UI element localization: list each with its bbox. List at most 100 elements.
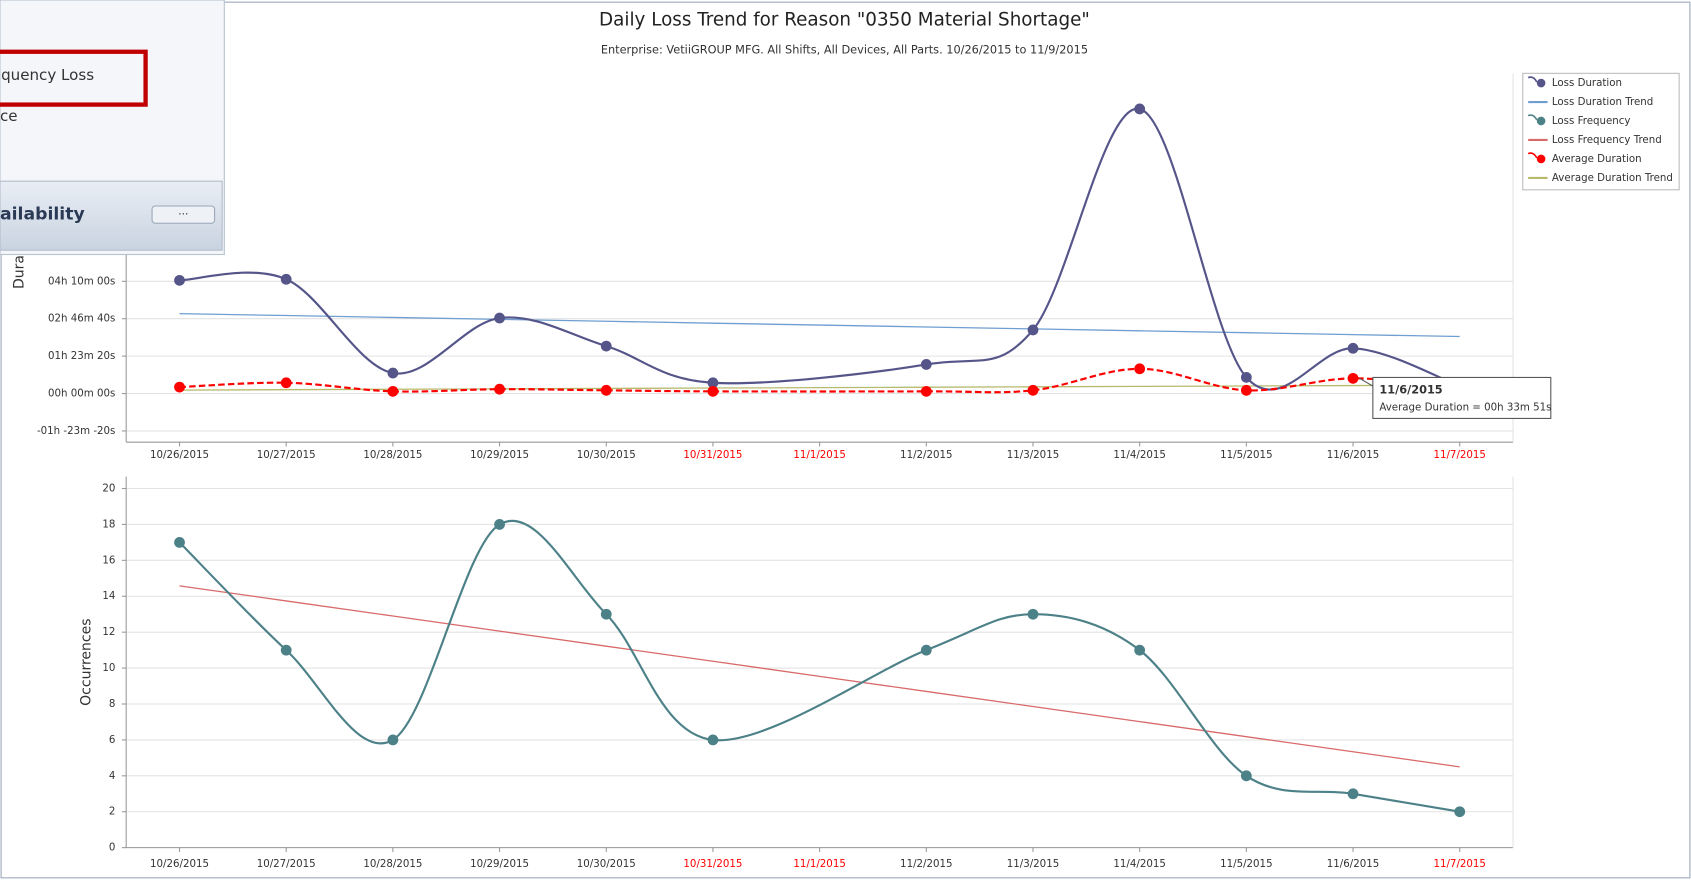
x-tick-label: 11/1/2015: [793, 449, 845, 461]
x-tick-label: 10/27/2015: [257, 858, 316, 870]
data-point: [1240, 371, 1252, 383]
y-tick-label: 01h 23m 20s: [48, 350, 115, 362]
data-point: [920, 385, 932, 397]
y-tick-label: 18: [102, 518, 115, 530]
legend: Loss Duration Loss Duration Trend Loss Fre…: [1522, 72, 1680, 191]
x-tick-label: 11/7/2015: [1433, 449, 1485, 461]
x-tick-label: 11/1/2015: [793, 858, 845, 870]
legend-swatch: [1536, 78, 1546, 88]
y-tick-label: 6: [109, 734, 116, 746]
data-point: [707, 377, 719, 389]
legend-swatch: [1536, 154, 1546, 164]
data-point: [1454, 806, 1466, 818]
data-point: [494, 383, 505, 395]
legend-swatch: [1527, 114, 1538, 121]
data-point: [1134, 363, 1146, 375]
tooltip-title: 11/6/2015: [1379, 382, 1442, 396]
legend-swatch: [1536, 116, 1546, 126]
x-tick-label: 11/2/2015: [900, 449, 952, 461]
y-tick-label: 20: [102, 483, 115, 495]
x-tick-label: 11/6/2015: [1327, 858, 1379, 870]
data-point: [1347, 342, 1359, 354]
x-tick-label: 11/3/2015: [1007, 449, 1059, 461]
data-point: [387, 385, 399, 397]
x-tick-label: 10/28/2015: [363, 449, 422, 461]
x-tick-label: 11/7/2015: [1433, 858, 1485, 870]
menu-item[interactable]: quency Loss: [1, 66, 94, 84]
y-tick-label: 10: [102, 662, 115, 674]
legend-swatch: [1527, 152, 1538, 159]
legend-label: Average Duration Trend: [1552, 172, 1673, 184]
data-point: [174, 536, 185, 548]
data-point: [1347, 372, 1359, 384]
section-button-label[interactable]: ···: [178, 208, 188, 221]
legend-label: Average Duration: [1552, 153, 1642, 165]
series-line: [178, 519, 1460, 813]
x-tick-label: 11/4/2015: [1113, 449, 1165, 461]
x-tick-label: 10/31/2015: [683, 449, 742, 461]
x-tick-label: 10/26/2015: [150, 858, 209, 870]
x-tick-label: 11/4/2015: [1113, 858, 1165, 870]
trend-line: [179, 585, 1460, 768]
charts: Daily Loss Trend for Reason "0350 Materi…: [11, 9, 1680, 870]
trend-line: [179, 312, 1460, 338]
data-point: [1347, 788, 1359, 800]
data-point: [1134, 644, 1146, 656]
tooltip-text: Average Duration = 00h 33m 51s: [1379, 402, 1551, 414]
data-point: [280, 273, 292, 285]
y-tick-label: 16: [102, 554, 115, 566]
data-point: [1134, 103, 1146, 115]
section-button[interactable]: [151, 205, 216, 224]
data-point: [920, 359, 932, 370]
data-point: [600, 340, 612, 352]
selection-box: [0, 49, 148, 107]
data-point: [600, 384, 612, 396]
data-point: [1240, 770, 1252, 782]
legend-label: Loss Frequency: [1552, 115, 1631, 127]
x-tick-label: 10/26/2015: [150, 449, 209, 461]
x-tick-label: 10/31/2015: [683, 858, 742, 870]
y-tick-label: 8: [109, 698, 116, 710]
x-tick-label: 10/30/2015: [577, 858, 636, 870]
x-tick-label: 10/27/2015: [257, 449, 316, 461]
y-tick-label: 0: [109, 842, 116, 854]
y-tick-label: 00h 00m 00s: [48, 388, 115, 400]
legend-box: [1522, 72, 1680, 191]
data-point: [707, 385, 719, 397]
y-tick-label: 4: [109, 770, 116, 782]
x-tick-label: 11/5/2015: [1220, 449, 1272, 461]
data-point: [1027, 384, 1039, 396]
y-tick-label: -01h -23m -20s: [37, 425, 115, 437]
tooltip: 11/6/2015 Average Duration = 00h 33m 51s: [1359, 376, 1552, 419]
data-point: [387, 367, 399, 379]
legend-swatch: [1527, 76, 1538, 83]
side-menu: quency Loss ce ailability ···: [0, 0, 225, 256]
tooltip-box: [1372, 376, 1552, 419]
data-point: [280, 377, 292, 389]
x-tick-label: 11/2/2015: [900, 858, 952, 870]
legend-label: Loss Frequency Trend: [1552, 134, 1662, 146]
section-title: ailability: [0, 205, 85, 225]
data-point: [174, 381, 185, 393]
y-tick-label: 12: [102, 626, 115, 638]
x-tick-label: 11/6/2015: [1327, 449, 1379, 461]
data-point: [1027, 324, 1039, 336]
x-tick-label: 11/3/2015: [1007, 858, 1059, 870]
data-point: [1027, 608, 1039, 620]
tooltip-pointer: [1359, 377, 1374, 387]
chart-subtitle: Enterprise: VetiiGROUP MFG. All Shifts, …: [601, 43, 1088, 57]
menu-item[interactable]: ce: [0, 107, 18, 125]
data-point: [600, 608, 612, 620]
y-tick-label: 04h 10m 00s: [48, 275, 115, 287]
data-point: [280, 644, 292, 656]
y-tick-label: 02h 46m 40s: [48, 313, 115, 325]
data-point: [707, 734, 719, 746]
chart-title: Daily Loss Trend for Reason "0350 Materi…: [599, 9, 1090, 30]
data-point: [494, 312, 505, 324]
data-point: [1240, 384, 1252, 396]
data-point: [387, 734, 399, 746]
data-point: [174, 274, 185, 286]
